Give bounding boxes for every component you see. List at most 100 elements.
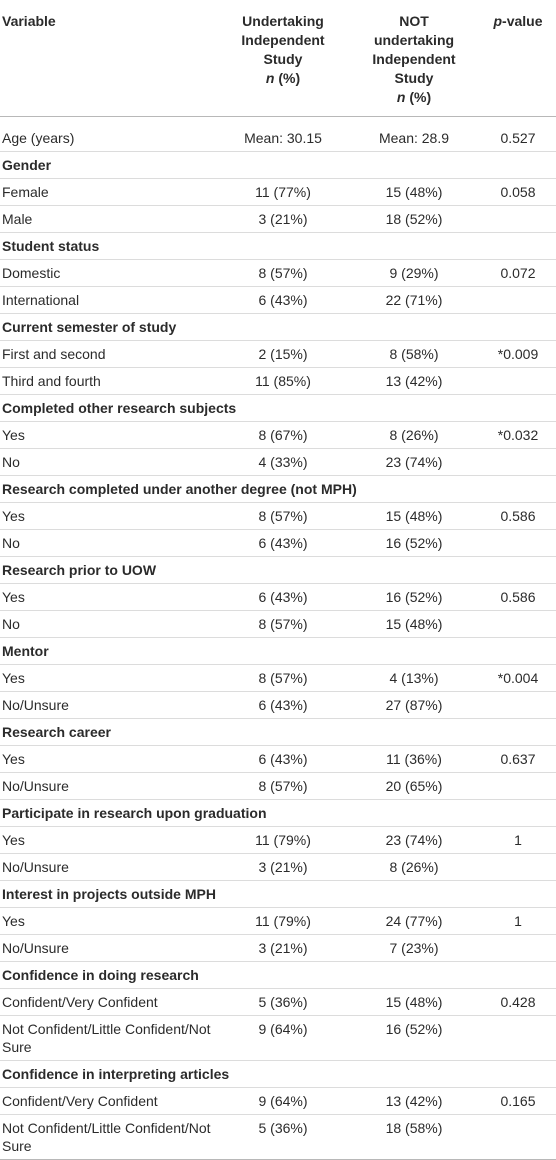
not-undertaking-value-cell: 15 (48%) — [348, 610, 480, 638]
variable-cell: No/Unsure — [0, 691, 218, 719]
variable-cell: Yes — [0, 907, 218, 935]
section-heading: Confidence in doing research — [0, 961, 556, 989]
section-row: Interest in projects outside MPH — [0, 880, 556, 908]
variable-cell: First and second — [0, 340, 218, 368]
section-heading: Current semester of study — [0, 313, 556, 341]
variable-cell: Confident/Very Confident — [0, 1087, 218, 1115]
table-row: Female 11 (77%) 15 (48%) 0.058 — [0, 178, 556, 206]
not-undertaking-value-cell: 7 (23%) — [348, 934, 480, 962]
p-value-cell: *0.032 — [480, 421, 556, 449]
header-variable: Variable — [0, 0, 218, 117]
table-row: Yes 8 (67%) 8 (26%) *0.032 — [0, 421, 556, 449]
undertaking-value-cell: 11 (79%) — [218, 826, 348, 854]
p-value-cell — [480, 529, 556, 557]
table-row: No 4 (33%) 23 (74%) — [0, 448, 556, 476]
variable-cell: Male — [0, 205, 218, 233]
section-heading: Research prior to UOW — [0, 556, 556, 584]
header-n-percent: n (%) — [396, 89, 432, 105]
header-undertaking-independent-study: Undertaking Independent Study n (%) — [218, 0, 348, 117]
section-heading: Interest in projects outside MPH — [0, 880, 556, 908]
p-value-cell — [480, 853, 556, 881]
table-row: International 6 (43%) 22 (71%) — [0, 286, 556, 314]
variable-cell: No — [0, 610, 218, 638]
not-undertaking-value-cell: 9 (29%) — [348, 259, 480, 287]
variable-cell: Confident/Very Confident — [0, 988, 218, 1016]
not-undertaking-value-cell: 23 (74%) — [348, 448, 480, 476]
table-row: Yes 11 (79%) 23 (74%) 1 — [0, 826, 556, 854]
undertaking-value-cell: 8 (57%) — [218, 259, 348, 287]
not-undertaking-value-cell: 8 (58%) — [348, 340, 480, 368]
not-undertaking-value-cell: 8 (26%) — [348, 421, 480, 449]
header-line: undertaking — [373, 32, 455, 48]
table-row: Domestic 8 (57%) 9 (29%) 0.072 — [0, 259, 556, 287]
p-value-cell: 0.586 — [480, 583, 556, 611]
section-row: Confidence in doing research — [0, 961, 556, 989]
not-undertaking-value-cell: 15 (48%) — [348, 502, 480, 530]
table-row: No 8 (57%) 15 (48%) — [0, 610, 556, 638]
section-row: Completed other research subjects — [0, 394, 556, 422]
table-row: No/Unsure 6 (43%) 27 (87%) — [0, 691, 556, 719]
not-undertaking-value-cell: 8 (26%) — [348, 853, 480, 881]
not-undertaking-value-cell: 18 (52%) — [348, 205, 480, 233]
not-undertaking-value-cell: 27 (87%) — [348, 691, 480, 719]
p-value-cell — [480, 610, 556, 638]
section-heading: Research career — [0, 718, 556, 746]
section-heading: Confidence in interpreting articles — [0, 1060, 556, 1088]
variable-cell: No — [0, 448, 218, 476]
undertaking-value-cell: 5 (36%) — [258, 1120, 308, 1136]
undertaking-value-cell: 4 (33%) — [218, 448, 348, 476]
p-value-cell: *0.004 — [480, 664, 556, 692]
not-undertaking-value-cell: 4 (13%) — [348, 664, 480, 692]
not-undertaking-value-cell: 15 (48%) — [348, 178, 480, 206]
section-row: Research prior to UOW — [0, 556, 556, 584]
p-value-cell — [480, 1015, 556, 1061]
variable-cell: Third and fourth — [0, 367, 218, 395]
table-row: Not Confident/Little Confident/Not Sure 9… — [0, 1015, 556, 1061]
section-heading: Mentor — [0, 637, 556, 665]
p-value-cell: 0.527 — [480, 116, 556, 152]
variable-cell: Yes — [0, 745, 218, 773]
header-line: Undertaking — [242, 13, 324, 29]
variable-cell: No/Unsure — [0, 853, 218, 881]
p-value-cell: 1 — [480, 907, 556, 935]
variable-cell: Domestic — [0, 259, 218, 287]
header-not-undertaking-independent-study: NOT undertaking Independent Study n (%) — [348, 0, 480, 117]
undertaking-value-cell: 3 (21%) — [218, 934, 348, 962]
table-row: Confident/Very Confident 9 (64%) 13 (42%) 0… — [0, 1087, 556, 1115]
section-heading: Research completed under another degree … — [0, 475, 556, 503]
p-value-cell: 0.586 — [480, 502, 556, 530]
section-row: Research career — [0, 718, 556, 746]
not-undertaking-value-cell: 15 (48%) — [348, 988, 480, 1016]
undertaking-value-cell: 11 (77%) — [218, 178, 348, 206]
p-value-cell: 0.058 — [480, 178, 556, 206]
undertaking-value-cell: 2 (15%) — [218, 340, 348, 368]
p-value-cell: 1 — [480, 826, 556, 854]
header-line: NOT — [399, 13, 429, 29]
undertaking-value-cell: 6 (43%) — [218, 583, 348, 611]
table-row: Confident/Very Confident 5 (36%) 15 (48%) 0… — [0, 988, 556, 1016]
table-row: Yes 8 (57%) 15 (48%) 0.586 — [0, 502, 556, 530]
not-undertaking-value-cell: 20 (65%) — [348, 772, 480, 800]
table-row: No/Unsure 3 (21%) 7 (23%) — [0, 934, 556, 962]
table-row: First and second 2 (15%) 8 (58%) *0.009 — [0, 340, 556, 368]
not-undertaking-value-cell: 11 (36%) — [348, 745, 480, 773]
undertaking-value-cell: 6 (43%) — [218, 529, 348, 557]
p-value-cell — [480, 772, 556, 800]
section-row: Current semester of study — [0, 313, 556, 341]
section-row: Gender — [0, 151, 556, 179]
p-value-cell — [480, 286, 556, 314]
section-heading: Completed other research subjects — [0, 394, 556, 422]
undertaking-value-cell: 9 (64%) — [218, 1015, 348, 1061]
not-undertaking-value-cell: 18 (58%) — [385, 1120, 443, 1136]
undertaking-value-cell: 8 (57%) — [218, 502, 348, 530]
undertaking-value-cell: 6 (43%) — [218, 691, 348, 719]
section-row: Research completed under another degree … — [0, 475, 556, 503]
p-value-cell: *0.009 — [480, 340, 556, 368]
undertaking-value-cell: 8 (57%) — [218, 772, 348, 800]
p-value-cell: 0.637 — [480, 745, 556, 773]
table-header: Variable Undertaking Independent Study n… — [0, 0, 556, 117]
undertaking-value-cell: 8 (67%) — [218, 421, 348, 449]
table-row: Age (years) Mean: 30.15 Mean: 28.9 0.527 — [0, 116, 556, 152]
undertaking-value-cell: 8 (57%) — [218, 610, 348, 638]
